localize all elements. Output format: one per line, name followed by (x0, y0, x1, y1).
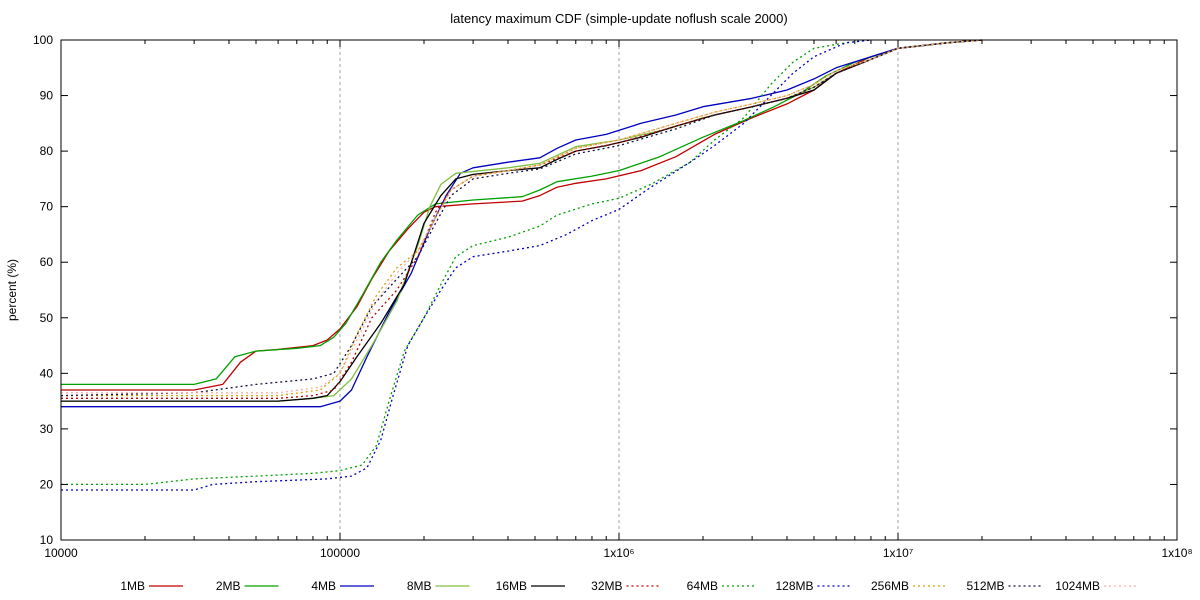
x-tick-label: 100000 (320, 546, 360, 560)
series-line-128mb (61, 39, 872, 491)
series-line-1mb (61, 39, 983, 391)
y-tick-label: 50 (40, 311, 54, 325)
x-tick-label: 10000 (44, 546, 78, 560)
legend-label-128mb: 128MB (775, 579, 813, 593)
legend-label-1024mb: 1024MB (1055, 579, 1100, 593)
series-line-8mb (61, 39, 983, 402)
series-lines (60, 39, 983, 491)
x-tick-label: 1x10⁶ (604, 546, 635, 560)
legend-label-2mb: 2MB (216, 579, 241, 593)
legend: 1MB 2MB 4MB 8MB 16MB 32MB 64MB 128MB 256MB 512MB 1… (120, 579, 1138, 593)
y-axis-label: percent (%) (5, 259, 19, 321)
x-tick-label: 1x10⁷ (883, 546, 913, 560)
series-line-16mb (61, 39, 983, 402)
y-tick-label: 90 (40, 89, 54, 103)
series-line-512mb (60, 39, 983, 397)
legend-label-16mb: 16MB (496, 579, 527, 593)
y-tick-label: 10 (40, 533, 54, 547)
axis-ticks: 10000 100000 1x10⁶ 1x10⁷ 1x10⁸ 10 20 30 40 50 60 70… (33, 33, 1193, 560)
y-tick-label: 60 (40, 255, 54, 269)
series-line-256mb (61, 39, 983, 397)
legend-label-256mb: 256MB (871, 579, 909, 593)
x-tick-label: 1x10⁸ (1161, 546, 1192, 560)
legend-label-64mb: 64MB (687, 579, 718, 593)
legend-label-1mb: 1MB (120, 579, 145, 593)
legend-label-512mb: 512MB (966, 579, 1004, 593)
y-tick-label: 30 (40, 422, 54, 436)
y-tick-label: 40 (40, 366, 54, 380)
series-line-32mb (61, 39, 983, 399)
series-line-4mb (61, 39, 983, 408)
series-line-1024mb (61, 39, 983, 394)
y-tick-label: 80 (40, 144, 54, 158)
y-tick-label: 100 (33, 33, 53, 47)
legend-label-4mb: 4MB (311, 579, 336, 593)
y-tick-label: 20 (40, 477, 54, 491)
legend-label-8mb: 8MB (407, 579, 432, 593)
y-tick-label: 70 (40, 200, 54, 214)
series-line-2mb (61, 39, 983, 386)
legend-label-32mb: 32MB (591, 579, 622, 593)
chart-title: latency maximum CDF (simple-update noflu… (450, 11, 787, 26)
series-line-64mb (61, 39, 872, 486)
grid-lines (339, 40, 899, 540)
